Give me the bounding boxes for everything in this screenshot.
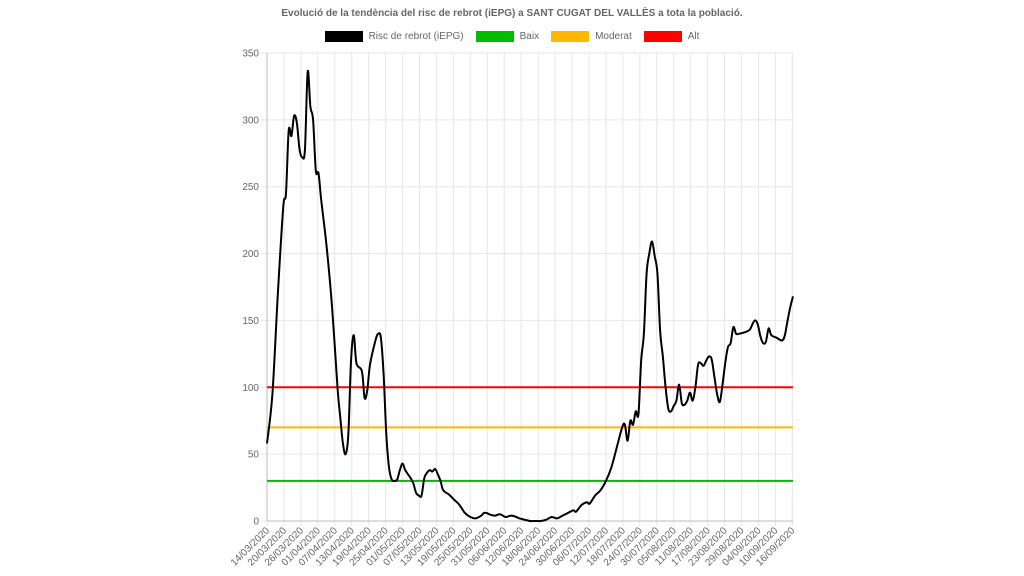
y-tick-label: 350 [242, 49, 259, 60]
legend-item-baix[interactable]: Baix [475, 31, 540, 42]
series-line-iepg [266, 69, 794, 523]
legend-label-alt: Alt [687, 31, 700, 42]
legend-swatch-baix [475, 31, 514, 42]
y-tick-label: 150 [242, 316, 259, 327]
legend-swatch-alt [643, 31, 682, 42]
grid [261, 52, 793, 526]
legend-item-moderat[interactable]: Moderat [551, 31, 632, 42]
y-tick-label: 100 [242, 383, 259, 394]
chart-title: Evolució de la tendència del risc de reb… [281, 8, 743, 19]
legend-swatch-moderat [551, 31, 590, 42]
y-tick-label: 50 [248, 450, 260, 461]
axes: 05010015020025030035014/03/202020/03/202… [229, 49, 798, 569]
y-tick-label: 300 [242, 115, 259, 126]
threshold-lines [267, 386, 793, 482]
y-tick-label: 0 [253, 517, 259, 528]
legend-swatch-iepg [324, 31, 363, 42]
chart-legend: Risc de rebrot (iEPG) Baix Moderat Alt [0, 31, 1024, 42]
y-tick-label: 200 [242, 249, 259, 260]
legend-item-alt[interactable]: Alt [643, 31, 700, 42]
y-tick-label: 250 [242, 182, 259, 193]
series-layer [266, 69, 794, 523]
legend-label-iepg: Risc de rebrot (iEPG) [368, 31, 464, 42]
legend-label-moderat: Moderat [595, 31, 632, 42]
legend-item-iepg[interactable]: Risc de rebrot (iEPG) [324, 31, 464, 42]
legend-label-baix: Baix [519, 31, 540, 42]
